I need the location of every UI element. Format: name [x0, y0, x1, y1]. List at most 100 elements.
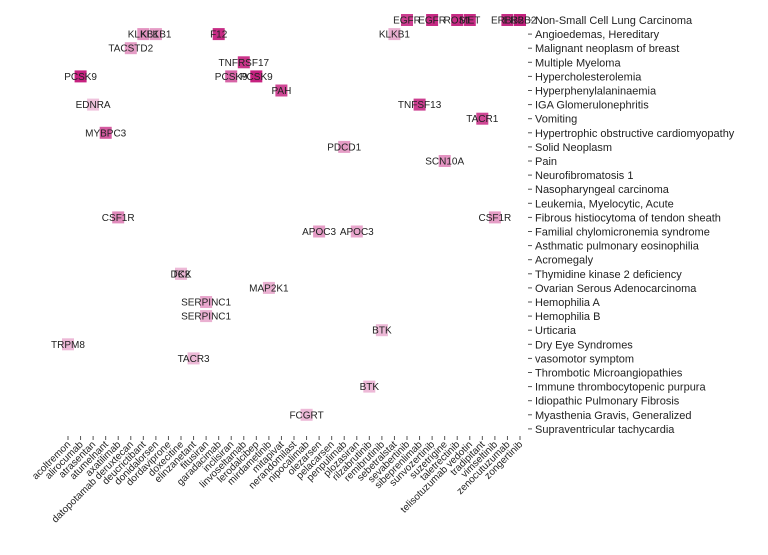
cell-target-label: PAH	[271, 86, 291, 97]
heatmap-cell	[149, 28, 162, 41]
heatmap-cell	[74, 70, 87, 83]
cell-target-label: KLKB1	[379, 30, 411, 41]
cell-target-label: EGFR	[418, 16, 446, 27]
row-label: Asthmatic pulmonary eosinophilia	[535, 241, 700, 253]
cell-target-label: EDNRA	[76, 100, 111, 111]
heatmap-cell	[426, 14, 439, 26]
heatmap-cell	[363, 380, 376, 393]
row-label: Familial chylomicronemia syndrome	[535, 227, 710, 239]
row-label: Neurofibromatosis 1	[535, 170, 633, 182]
heatmap-cell	[250, 70, 263, 83]
row-label: Urticaria	[535, 325, 577, 337]
row-label: Multiple Myeloma	[535, 57, 621, 69]
cell-target-label: TNFRSF17	[219, 58, 270, 69]
heatmap-cell	[438, 155, 451, 167]
cell-target-label: EGFR	[393, 16, 421, 27]
cell-target-label: ERBB2	[491, 16, 524, 27]
row-label: Immune thrombocytopenic purpura	[535, 382, 706, 394]
heatmap-cell	[137, 28, 150, 41]
row-label: Idiopathic Pulmonary Fibrosis	[535, 396, 680, 408]
heatmap-cell	[451, 14, 464, 26]
cell-target-label: FCGRT	[289, 410, 323, 421]
cell-target-label: BTK	[372, 326, 392, 337]
cell-target-label: PCSK9	[215, 72, 248, 83]
cells-layer	[62, 14, 526, 421]
row-label: Thrombotic Microangiopathies	[535, 368, 683, 380]
heatmap-cell	[124, 42, 137, 55]
heatmap-cell	[99, 126, 112, 139]
heatmap-cell	[313, 225, 326, 238]
heatmap-cell	[476, 112, 489, 125]
heatmap-cell	[112, 211, 125, 224]
row-label: Acromegaly	[535, 255, 594, 267]
heatmap-cell	[501, 14, 514, 26]
heatmap-cell	[388, 28, 401, 41]
cell-target-label: TACR3	[178, 354, 210, 365]
cell-target-label: ROS1	[444, 16, 472, 27]
col-ticks-layer	[67, 436, 521, 440]
cell-target-label: BTK	[360, 382, 380, 393]
row-label: Ovarian Serous Adenocarcinoma	[535, 283, 697, 295]
heatmap-cell	[200, 310, 213, 323]
cell-target-label: SERPINC1	[181, 298, 231, 309]
heatmap-cell	[338, 140, 351, 153]
cell-labels-layer: TRPM8PCSK9EDNRAMYBPC3CSF1RTACSTD2KLKB1KL…	[51, 16, 537, 422]
cell-target-label: MYBPC3	[85, 128, 127, 139]
cell-target-label: F12	[210, 30, 228, 41]
heatmap-cell	[87, 98, 100, 111]
row-label: Angioedemas, Hereditary	[535, 29, 660, 41]
heatmap-cell	[463, 14, 476, 26]
row-label: Hemophilia B	[535, 311, 600, 323]
cell-target-label: TNFSF13	[398, 100, 442, 111]
row-label: Hypercholesterolemia	[535, 71, 642, 83]
heatmap-cell	[237, 56, 250, 69]
cell-target-label: CSF1R	[102, 213, 135, 224]
cell-target-label: TACSTD2	[108, 44, 153, 55]
heatmap-cell	[275, 84, 288, 97]
row-label: Myasthenia Gravis, Generalized	[535, 410, 692, 422]
row-label: Pain	[535, 156, 557, 168]
cell-target-label: SERPINC1	[181, 312, 231, 323]
cell-target-label: TK2	[172, 269, 191, 280]
heatmap-cell	[350, 225, 363, 238]
row-label: Vomiting	[535, 114, 577, 126]
cell-target-label: MAP2K1	[249, 283, 289, 294]
cell-target-label: PDCD1	[327, 142, 361, 153]
row-label: Solid Neoplasm	[535, 142, 612, 154]
heatmap-cell	[200, 296, 213, 308]
row-label: Non-Small Cell Lung Carcinoma	[535, 15, 693, 27]
heatmap-cell	[488, 211, 501, 224]
heatmap-cell	[62, 338, 74, 351]
row-label: vasomotor symptom	[535, 353, 634, 365]
cell-target-label: TACR1	[466, 114, 498, 125]
cell-target-label: DCK	[170, 269, 191, 280]
cell-target-label: SCN10A	[425, 157, 464, 168]
row-label: Nasopharyngeal carcinoma	[535, 184, 670, 196]
cell-target-label: KLKB1	[140, 30, 172, 41]
heatmap-cell	[262, 281, 275, 294]
heatmap-cell	[300, 408, 313, 421]
cell-target-label: KLKB1	[128, 30, 160, 41]
row-label: IGA Glomerulonephritis	[535, 100, 649, 112]
row-label: Fibrous histiocytoma of tendon sheath	[535, 212, 721, 224]
heatmap-cell	[401, 14, 413, 26]
heatmap-cell	[175, 267, 187, 280]
row-labels-layer: Non-Small Cell Lung Carcinoma Angioedemas…	[528, 15, 735, 436]
row-label: Hemophilia A	[535, 297, 600, 309]
row-label: Leukemia, Myelocytic, Acute	[535, 198, 674, 210]
heatmap-cell	[413, 98, 426, 111]
row-label: Hyperphenylalaninaemia	[535, 86, 657, 98]
row-label: Dry Eye Syndromes	[535, 339, 633, 351]
cell-target-label: TRPM8	[51, 340, 85, 351]
heatmap-cell	[375, 324, 388, 337]
cell-target-label: ERBB2	[504, 16, 537, 27]
cell-target-label: APOC3	[302, 227, 336, 238]
row-label: Malignant neoplasm of breast	[535, 43, 679, 55]
cell-target-label: PCSK9	[240, 72, 273, 83]
row-label: Hypertrophic obstructive cardiomyopathy	[535, 128, 735, 140]
cell-target-label: MET	[459, 16, 480, 27]
row-label: Thymidine kinase 2 deficiency	[535, 269, 682, 281]
heatmap-cell	[514, 14, 526, 26]
heatmap-cell	[212, 28, 225, 41]
